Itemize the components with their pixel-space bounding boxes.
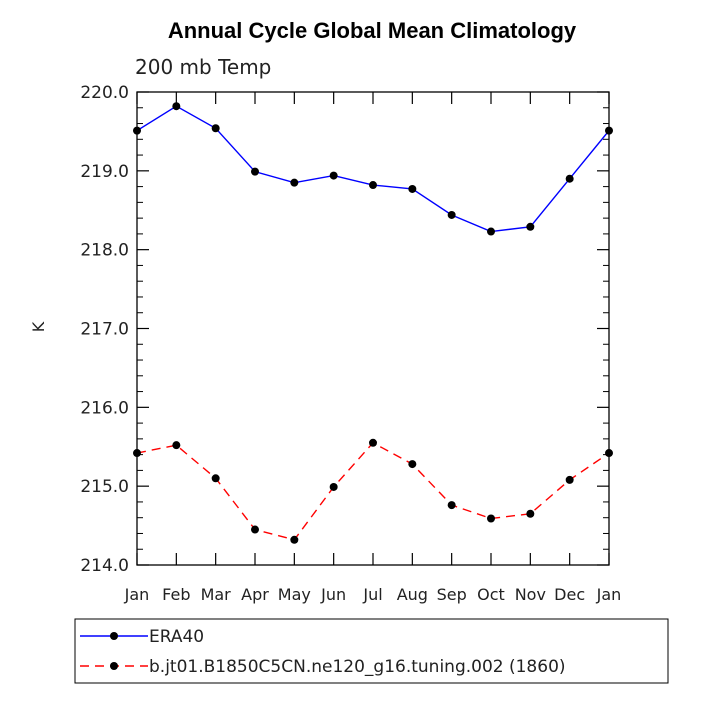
x-tick-label: Mar [201, 585, 232, 604]
series-2-point [408, 460, 417, 469]
series-1-point [369, 181, 377, 190]
chart-subtitle: 200 mb Temp [135, 55, 271, 79]
x-tick-label: Apr [241, 585, 269, 604]
y-tick-label: 216.0 [80, 398, 129, 418]
x-tick-label: Jul [362, 585, 382, 604]
plot-frame [136, 91, 610, 566]
x-tick-label: Jan [596, 585, 622, 604]
series-2-point [251, 525, 259, 534]
y-tick-label: 217.0 [80, 320, 129, 340]
series-1-point [605, 126, 613, 135]
y-tick-label: 215.0 [80, 477, 129, 497]
x-tick-label: Feb [162, 585, 190, 604]
series-1-point [211, 124, 220, 133]
series-1-point [447, 210, 456, 219]
series-2-point [369, 438, 377, 447]
series-line-1 [136, 105, 610, 233]
legend-label-1: ERA40 [149, 627, 204, 647]
y-tick-label: 218.0 [80, 241, 129, 261]
series-2-point [526, 509, 535, 518]
series-1-point [526, 222, 535, 231]
x-tick-label: Jan [124, 585, 150, 604]
series-2-point [211, 474, 220, 483]
legend: ERA40 b.jt01.B1850C5CN.ne120_g16.tuning.0… [74, 618, 669, 684]
series-2-point [172, 441, 181, 450]
x-tick-label: Sep [437, 585, 467, 604]
x-tick-label: Nov [515, 585, 546, 604]
y-tick-label: 220.0 [80, 83, 129, 103]
series-1-point [487, 227, 495, 236]
series-1-point [251, 167, 259, 176]
series-line-2 [136, 441, 610, 541]
y-tick-label: 214.0 [80, 556, 129, 576]
series-2-point [133, 449, 141, 458]
series-2-point [447, 501, 456, 510]
x-tick-label: Oct [477, 585, 505, 604]
x-tick-label: Jun [320, 585, 346, 604]
y-tick-label: 219.0 [80, 162, 129, 182]
series-2-point [329, 482, 338, 491]
series-1-point [565, 174, 574, 183]
plot-layer: 214.0 215.0 216.0 217.0 218.0 219.0 220.0 Jan Fe… [80, 83, 621, 604]
series-2-point [565, 475, 574, 484]
x-tick-label: May [278, 585, 311, 604]
series-1-point [133, 126, 141, 135]
x-tick-label: Dec [554, 585, 585, 604]
legend-swatch-marker-1 [110, 632, 118, 640]
series-1-point [408, 184, 417, 193]
legend-box [74, 618, 669, 684]
series-1-point [329, 171, 338, 180]
series-1-point [290, 178, 299, 187]
x-tick-label: Aug [397, 585, 428, 604]
series-1-point [172, 102, 181, 111]
series-2-point [605, 449, 613, 458]
chart-title: Annual Cycle Global Mean Climatology [168, 18, 577, 43]
series-2-point [487, 514, 495, 523]
y-axis-label: K [29, 321, 48, 332]
series-2-point [290, 535, 299, 544]
legend-label-2: b.jt01.B1850C5CN.ne120_g16.tuning.002 (1… [149, 657, 566, 677]
legend-swatch-marker-2 [110, 662, 118, 670]
